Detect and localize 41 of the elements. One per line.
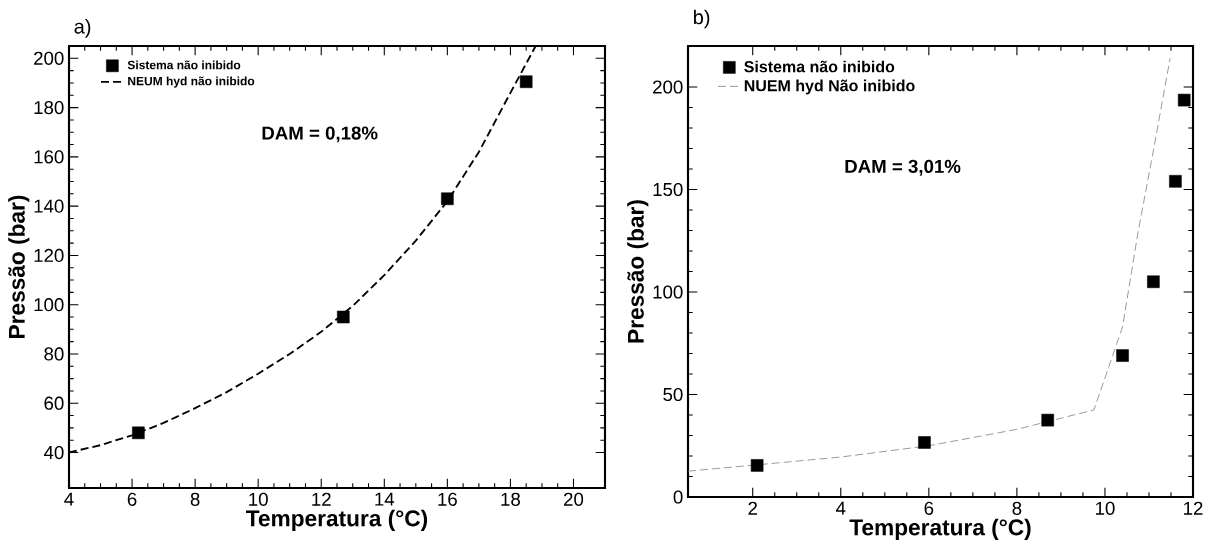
- x-tick-label: 10: [249, 492, 268, 506]
- x-tick-label: 2: [748, 501, 757, 515]
- y-tick-label: 200: [34, 51, 64, 65]
- y-tick-label: 160: [34, 150, 64, 164]
- x-tick-label: 10: [1095, 501, 1115, 515]
- x-tick-label: 4: [836, 501, 846, 515]
- x-axis-title: Temperatura (°C): [849, 518, 1031, 540]
- x-tick-label: 8: [190, 492, 200, 506]
- text: a): [74, 19, 91, 38]
- x-tick-label: 18: [501, 492, 520, 506]
- text: b): [694, 9, 710, 29]
- y-tick-label: 60: [44, 396, 64, 410]
- x-tick-label: 8: [1012, 501, 1022, 515]
- legend-label: Sistema não inibido: [127, 60, 241, 70]
- x-axis-title: Temperatura (°C): [246, 509, 428, 531]
- x-tick-label: 6: [924, 501, 934, 515]
- y-tick-label: 120: [34, 248, 64, 263]
- legend-label: NEUM hyd não inibido: [128, 76, 255, 88]
- y-tick-label: 80: [44, 347, 64, 361]
- y-axis-title: Pressão (bar): [627, 200, 649, 343]
- x-tick-label: 20: [564, 492, 584, 506]
- legend-label: NUEM hyd Não inibido: [744, 79, 915, 95]
- y-tick-label: 200: [653, 80, 683, 94]
- y-tick-label: 140: [34, 199, 64, 213]
- y-tick-label: 180: [34, 100, 64, 115]
- annotation: DAM = 0,18%: [262, 126, 378, 143]
- y-tick-label: 150: [653, 182, 683, 197]
- y-axis-title: Pressão (bar): [8, 195, 30, 338]
- x-tick-label: 4: [64, 492, 74, 506]
- y-tick-label: 40: [43, 445, 64, 460]
- x-tick-label: 6: [127, 492, 137, 506]
- y-tick-label: 50: [663, 387, 683, 402]
- x-tick-label: 14: [375, 492, 395, 506]
- x-tick-label: 16: [438, 492, 457, 506]
- x-tick-label: 12: [312, 492, 331, 506]
- y-tick-label: 100: [653, 285, 683, 299]
- y-tick-label: 100: [34, 298, 64, 312]
- legend-label: Sistema não inibido: [744, 60, 895, 73]
- annotation: DAM = 3,01%: [845, 159, 961, 176]
- y-tick-label: 0: [673, 490, 683, 504]
- x-tick-label: 12: [1184, 501, 1203, 515]
